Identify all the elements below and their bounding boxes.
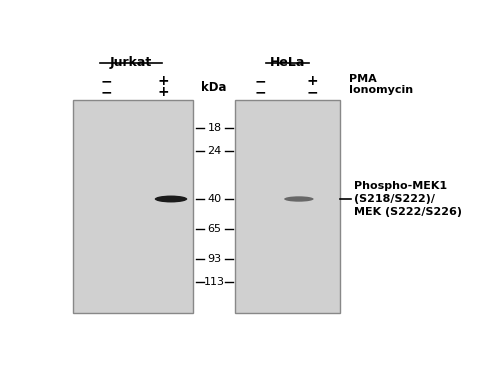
Text: 93: 93 (208, 254, 222, 264)
Ellipse shape (154, 195, 188, 202)
Text: Ionomycin: Ionomycin (349, 85, 414, 95)
Text: PMA: PMA (349, 74, 377, 84)
Text: −: − (101, 74, 112, 88)
Text: −: − (306, 85, 318, 99)
Text: Jurkat: Jurkat (110, 56, 152, 69)
Ellipse shape (284, 196, 314, 202)
Text: kDa: kDa (201, 81, 226, 93)
Bar (234, 100, 340, 313)
Text: −: − (254, 74, 266, 88)
Text: 113: 113 (204, 277, 225, 287)
Text: Phospho-MEK1
(S218/S222)/
MEK (S222/S226): Phospho-MEK1 (S218/S222)/ MEK (S222/S226… (354, 181, 462, 217)
Text: +: + (158, 85, 169, 99)
Text: −: − (101, 85, 112, 99)
Text: HeLa: HeLa (270, 56, 305, 69)
Text: 65: 65 (208, 224, 222, 234)
Text: +: + (306, 74, 318, 88)
Text: 40: 40 (208, 194, 222, 204)
Text: −: − (254, 85, 266, 99)
Text: 18: 18 (208, 123, 222, 133)
Bar (72, 100, 192, 313)
Text: 24: 24 (208, 147, 222, 156)
Text: +: + (158, 74, 169, 88)
